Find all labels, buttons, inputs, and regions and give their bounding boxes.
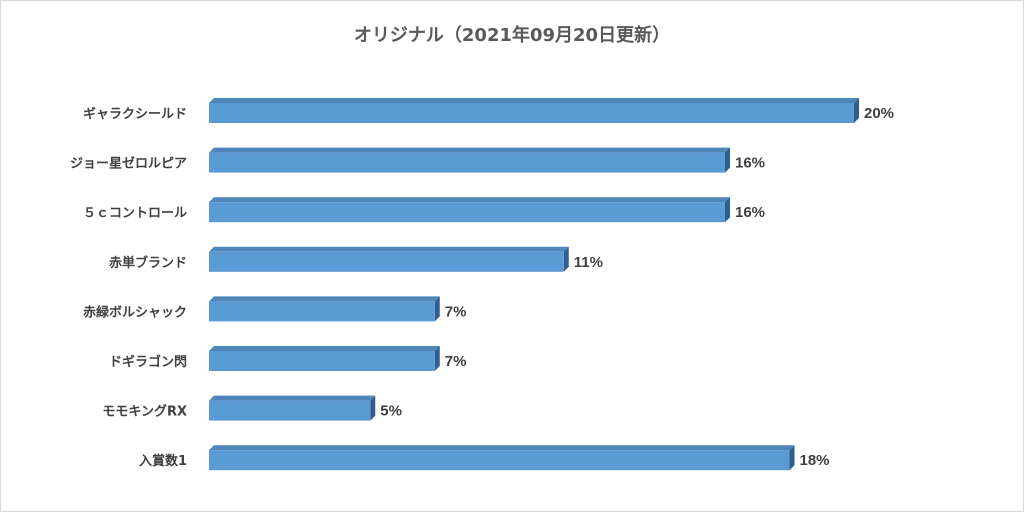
bar-top-face bbox=[209, 395, 376, 401]
bar-top-face bbox=[209, 346, 440, 351]
bar-side-face bbox=[434, 296, 440, 322]
category-label: モモキングRX bbox=[102, 404, 187, 420]
bar bbox=[209, 202, 725, 223]
bar-side-face bbox=[725, 147, 730, 173]
category-label: ドギラゴン閃 bbox=[109, 354, 187, 370]
category-label: 入賞数1 bbox=[139, 453, 187, 469]
bar-top-face bbox=[209, 147, 730, 153]
value-label: 7% bbox=[445, 303, 467, 320]
value-label: 16% bbox=[735, 204, 765, 221]
bar-side-face bbox=[854, 98, 859, 123]
category-label: ジョー星ゼロルピア bbox=[70, 156, 187, 172]
bar bbox=[209, 251, 564, 272]
bar-top-face bbox=[209, 246, 569, 252]
bar-side-face bbox=[563, 246, 569, 272]
bar-side-face bbox=[370, 395, 376, 421]
value-label: 5% bbox=[380, 403, 402, 420]
bar-top-face bbox=[209, 98, 859, 103]
category-label: 赤緑ボルシャック bbox=[83, 304, 187, 320]
bar-side-face bbox=[789, 445, 795, 471]
category-label: ５ｃコントロール bbox=[83, 206, 187, 221]
bar bbox=[209, 400, 371, 421]
bar bbox=[209, 301, 435, 322]
bar-side-face bbox=[434, 346, 440, 371]
value-label: 16% bbox=[735, 155, 765, 172]
bar-side-face bbox=[725, 197, 730, 223]
bar-top-face bbox=[209, 445, 795, 451]
category-label: ギャラクシールド bbox=[83, 106, 187, 122]
bar bbox=[209, 450, 790, 471]
bar-top-face bbox=[209, 296, 440, 302]
bar bbox=[209, 152, 725, 173]
bar bbox=[209, 351, 435, 371]
bar bbox=[209, 103, 854, 123]
value-label: 18% bbox=[800, 452, 830, 469]
value-label: 7% bbox=[445, 353, 467, 370]
bar-top-face bbox=[209, 197, 730, 203]
chart-title: オリジナル（2021年09月20日更新） bbox=[353, 25, 671, 46]
category-label: 赤単ブランド bbox=[109, 255, 187, 271]
value-label: 11% bbox=[574, 254, 603, 271]
value-label: 20% bbox=[864, 105, 894, 122]
